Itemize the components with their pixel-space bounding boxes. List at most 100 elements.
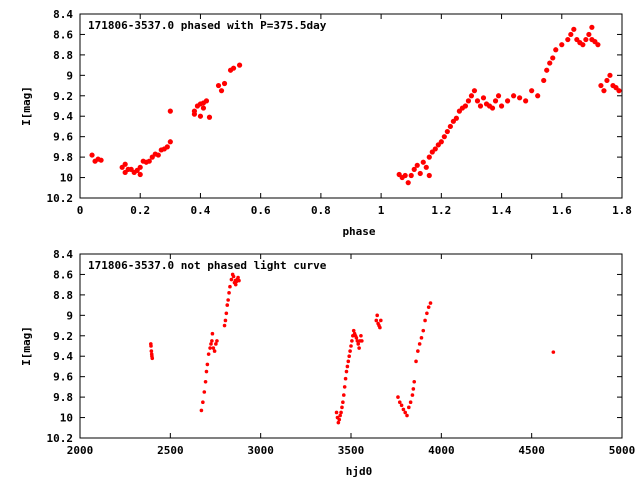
data-point (210, 331, 215, 336)
data-point (421, 328, 426, 333)
data-point (495, 93, 502, 99)
y-tick-label: 10.2 (47, 432, 74, 445)
data-point (211, 346, 216, 350)
data-point (137, 164, 143, 170)
data-point (403, 410, 408, 415)
data-point (374, 318, 379, 323)
data-point (580, 42, 586, 48)
data-point (426, 305, 431, 309)
x-tick-label: 4500 (518, 444, 545, 457)
data-point (334, 410, 339, 415)
y-tick-label: 9.4 (53, 110, 73, 123)
data-point (203, 98, 210, 104)
data-point (616, 88, 622, 94)
data-point (149, 344, 153, 348)
data-point (517, 95, 523, 101)
x-tick-label: 4000 (428, 444, 455, 457)
data-point (340, 405, 344, 410)
x-tick-label: 3000 (247, 444, 274, 457)
x-tick-label: 5000 (609, 444, 636, 457)
y-tick-label: 10 (60, 412, 73, 425)
data-point (544, 67, 550, 73)
data-point (341, 400, 345, 405)
data-point (504, 98, 511, 104)
y-tick-label: 8.8 (53, 289, 73, 302)
data-point (359, 333, 363, 338)
data-point (122, 161, 128, 167)
data-point (215, 339, 219, 343)
x-tick-label: 0.2 (130, 204, 150, 217)
data-point (350, 339, 354, 343)
data-point (426, 154, 432, 160)
data-point (441, 134, 447, 140)
data-point (541, 77, 547, 84)
data-point (447, 123, 453, 130)
data-point (149, 349, 154, 353)
data-point (601, 88, 607, 94)
data-point (489, 105, 496, 111)
x-tick-label: 2500 (157, 444, 184, 457)
data-point (210, 339, 214, 343)
data-point (208, 346, 212, 350)
data-point (396, 395, 400, 399)
data-point (150, 356, 155, 361)
data-point (226, 298, 230, 302)
data-point (236, 275, 240, 280)
data-point (589, 24, 595, 30)
y-tick-label: 9.2 (53, 90, 73, 103)
x-tick-label: 0.4 (191, 204, 211, 217)
data-point (222, 323, 227, 328)
data-point (595, 42, 601, 48)
data-point (399, 403, 404, 408)
data-point (379, 318, 383, 323)
y-tick-label: 8.6 (53, 268, 73, 281)
data-point (339, 410, 343, 415)
data-point (420, 159, 426, 165)
data-point (414, 359, 418, 364)
data-point (212, 349, 217, 353)
data-point (408, 172, 414, 179)
x-tick-label: 0 (77, 204, 84, 217)
x-tick-label: 2000 (67, 444, 94, 457)
data-point (535, 93, 541, 99)
data-point (523, 98, 529, 104)
data-point (428, 301, 433, 305)
data-point (432, 146, 438, 152)
data-point (338, 413, 342, 418)
data-point (586, 31, 592, 38)
data-point (553, 47, 559, 53)
data-point (378, 325, 382, 330)
data-point (598, 82, 604, 89)
data-point (203, 379, 208, 384)
data-point (155, 152, 161, 158)
data-point (214, 342, 218, 346)
y-tick-label: 9.6 (53, 371, 73, 384)
data-point (228, 284, 232, 289)
data-point (202, 390, 207, 394)
data-point (218, 88, 225, 94)
data-point (209, 342, 213, 346)
data-points (149, 272, 556, 425)
data-point (462, 103, 469, 109)
data-point (206, 352, 211, 356)
data-point (137, 171, 143, 178)
data-point (551, 350, 556, 354)
data-point (191, 108, 198, 114)
data-point (167, 108, 173, 114)
data-points (89, 24, 622, 186)
data-point (477, 103, 484, 109)
data-point (225, 303, 230, 307)
data-point (343, 376, 348, 381)
data-point (200, 105, 207, 111)
data-point (416, 349, 420, 353)
data-point (215, 82, 222, 89)
y-tick-label: 8.4 (53, 248, 73, 261)
data-point (498, 103, 505, 109)
data-point (204, 369, 209, 374)
data-point (341, 393, 346, 397)
data-point (604, 77, 610, 84)
y-tick-label: 9 (66, 69, 73, 82)
x-tick-label: 1.8 (612, 204, 632, 217)
data-point (337, 417, 342, 422)
